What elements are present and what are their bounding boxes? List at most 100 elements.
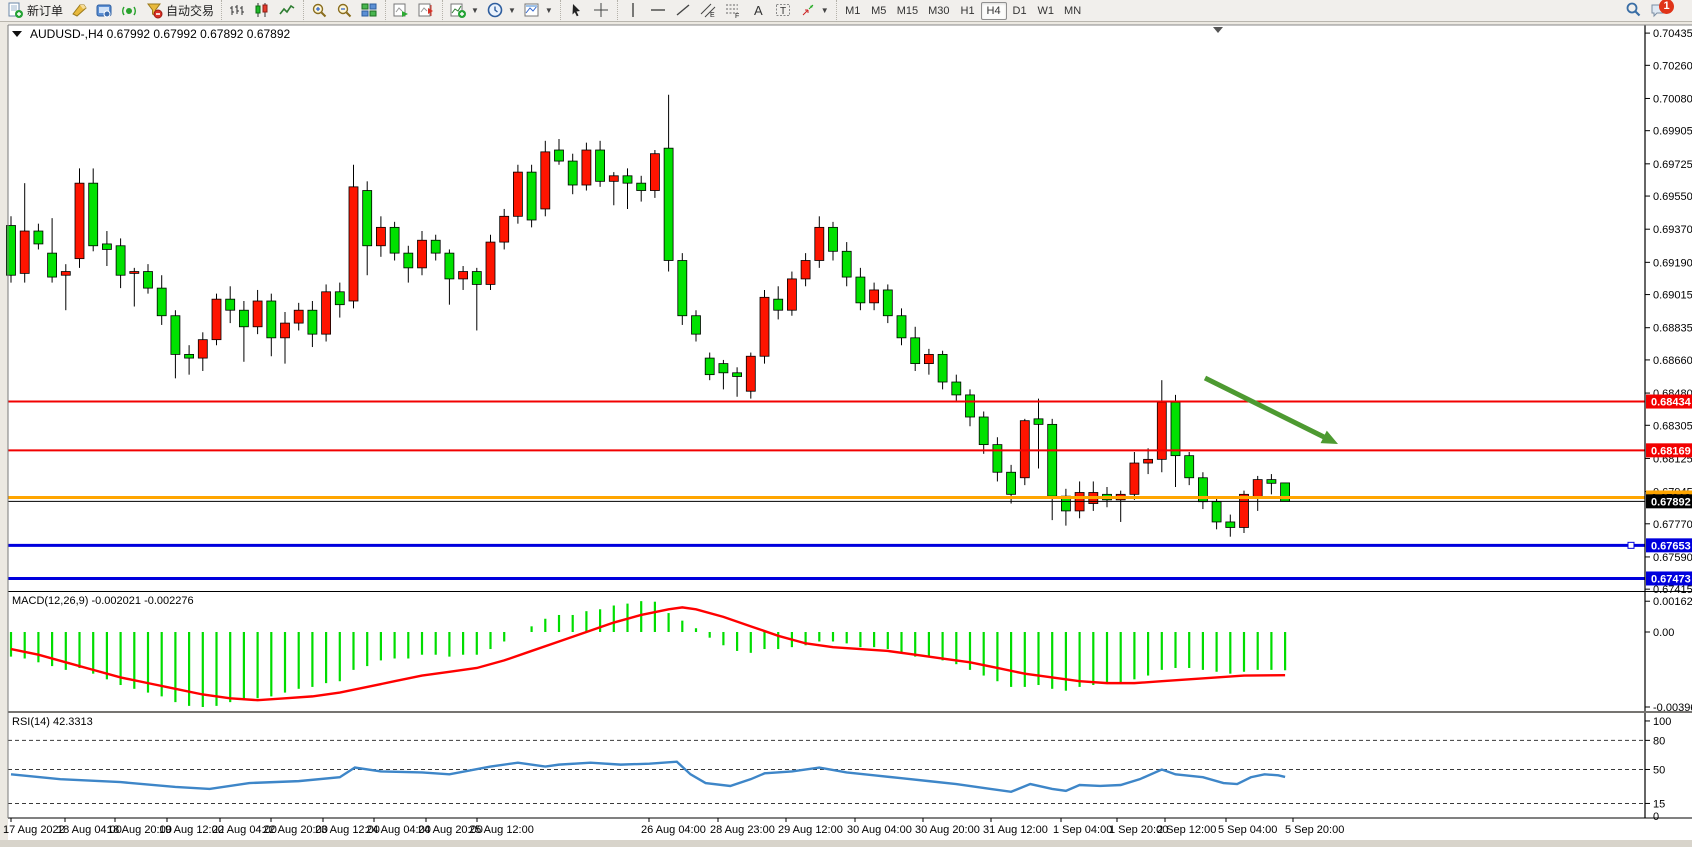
candle [280, 322, 290, 339]
zoom-in-icon [311, 2, 328, 19]
rsi-panel[interactable]: RSI(14) 42.3313 [8, 716, 1645, 804]
search-icon[interactable] [1625, 1, 1642, 21]
tile-windows-button[interactable] [357, 1, 382, 21]
svg-text:0.68169: 0.68169 [1651, 445, 1691, 457]
toolbar-group-0: 新订单 自动交易 [0, 0, 221, 22]
chisel-icon [71, 2, 88, 19]
time-label: 31 Aug 12:00 [983, 824, 1048, 836]
time-label: 26 Aug 04:00 [641, 824, 706, 836]
main-toolbar: 新订单 自动交易 ▼ ▼ ▼ E F A T ▼ M1 M5 M15 M30 H1 H4 D1 W1 MN 1 [0, 0, 1692, 22]
time-label: 1 Sep 20:00 [1109, 824, 1168, 836]
time-label: 2 Sep 12:00 [1157, 824, 1216, 836]
candle [704, 357, 715, 376]
candle [745, 355, 756, 392]
crosshair-button[interactable] [589, 1, 614, 21]
zoom-out-button[interactable] [332, 1, 357, 21]
chart-shift-button[interactable] [414, 1, 439, 21]
tiles-icon [361, 2, 378, 19]
vertical-line-button[interactable] [621, 1, 646, 21]
zoom-in-button[interactable] [307, 1, 332, 21]
timeframe-d1[interactable]: D1 [1012, 4, 1027, 17]
candle [102, 243, 112, 250]
notification-badge[interactable]: 1 [1659, 0, 1674, 14]
chevron-down-icon[interactable]: ▼ [507, 6, 516, 15]
candle [882, 289, 893, 317]
line-handle[interactable] [1627, 541, 1635, 549]
horizontal-line-button[interactable] [646, 1, 671, 21]
candle [403, 252, 414, 269]
arrows-icon [800, 2, 817, 19]
time-label: 19 Aug 12:00 [159, 824, 224, 836]
bar-chart-button[interactable] [225, 1, 250, 21]
candle [526, 171, 537, 221]
support-line-blue-1[interactable] [8, 541, 1645, 549]
toolbar-group-4: ▼ ▼ ▼ [442, 0, 560, 22]
label-button[interactable]: T [771, 1, 796, 21]
auto-scroll-button[interactable] [389, 1, 414, 21]
chevron-down-icon[interactable]: ▼ [471, 6, 479, 15]
chart-shift-marker[interactable] [1213, 27, 1223, 33]
candle [471, 271, 482, 285]
toolbar-group-1 [221, 0, 303, 22]
svg-text:0.68434: 0.68434 [1651, 397, 1692, 409]
chevron-down-icon[interactable]: ▼ [820, 6, 829, 15]
price-axis[interactable]: 0.70435 0.70260 0.70080 0.69905 0.69725 0.695… [1644, 25, 1692, 823]
new-order-button[interactable]: 新订单 [3, 1, 67, 21]
periods-button[interactable]: ▼ [483, 1, 520, 21]
time-label: 5 Sep 04:00 [1218, 824, 1277, 836]
svg-text:0.67473: 0.67473 [1651, 573, 1691, 585]
line-chart-button[interactable] [275, 1, 300, 21]
cursor-icon [568, 2, 585, 19]
timeframe-w1[interactable]: W1 [1037, 4, 1055, 17]
timeframe-m30[interactable]: M30 [928, 4, 950, 17]
autotrading-button[interactable]: 自动交易 [142, 1, 218, 21]
chart-window[interactable]: AUDUSD-,H4 0.67992 0.67992 0.67892 0.678… [0, 22, 1692, 847]
main-chart-panel[interactable] [6, 94, 1646, 580]
timeframe-m15[interactable]: M15 [896, 4, 919, 17]
fibonacci-button[interactable]: F [721, 1, 746, 21]
chevron-down-icon[interactable]: ▼ [544, 6, 553, 15]
svg-text:0.67653: 0.67653 [1651, 540, 1691, 552]
timeframe-m5[interactable]: M5 [871, 4, 887, 17]
svg-text:0.67892: 0.67892 [1651, 496, 1691, 508]
candle [1211, 501, 1222, 523]
one-click-trading-toggle[interactable] [12, 31, 22, 37]
clock-icon [487, 2, 504, 19]
signals-button[interactable] [117, 1, 142, 21]
timeframe-mn[interactable]: MN [1064, 4, 1082, 17]
channel-button[interactable]: E [696, 1, 721, 21]
svg-text:F: F [735, 13, 739, 19]
macd-tick: 0.001626 [1653, 596, 1692, 608]
time-label: 24 Aug 04:00 [366, 824, 431, 836]
candle [60, 271, 71, 276]
indicators-button[interactable]: ▼ [446, 1, 483, 21]
rsi-tick: 50 [1653, 764, 1665, 776]
candle [33, 230, 44, 245]
price-tick: 0.67770 [1653, 519, 1692, 531]
chart-canvas[interactable]: AUDUSD-,H4 0.67992 0.67992 0.67892 0.678… [0, 22, 1692, 847]
timeframe-h4[interactable]: H4 [980, 1, 1007, 20]
trend-arrow[interactable] [1203, 375, 1338, 444]
timeframe-m1[interactable]: M1 [845, 4, 861, 17]
timeframe-h1[interactable]: H1 [960, 4, 975, 17]
time-label: 28 Aug 23:00 [710, 824, 775, 836]
trendline-button[interactable] [671, 1, 696, 21]
templates-button[interactable]: ▼ [520, 1, 557, 21]
candle [554, 149, 564, 162]
candle [362, 190, 373, 247]
rsi-tick: 0 [1653, 811, 1659, 823]
price-tick: 0.69190 [1653, 257, 1692, 269]
candle [773, 298, 784, 311]
metaeditor-button[interactable] [67, 1, 92, 21]
candle [321, 291, 332, 335]
candle [1225, 521, 1236, 528]
macd-signal-line [10, 606, 1286, 702]
macd-panel[interactable]: MACD(12,26,9) -0.002021 -0.002276 [9, 595, 1287, 707]
text-button[interactable]: A [746, 1, 771, 21]
cursor-button[interactable] [564, 1, 589, 21]
terminal-button[interactable] [92, 1, 117, 21]
arrows-button[interactable]: ▼ [796, 1, 833, 21]
chat-icon[interactable]: 1 [1650, 0, 1682, 19]
candlestick-chart-button[interactable] [250, 1, 275, 21]
